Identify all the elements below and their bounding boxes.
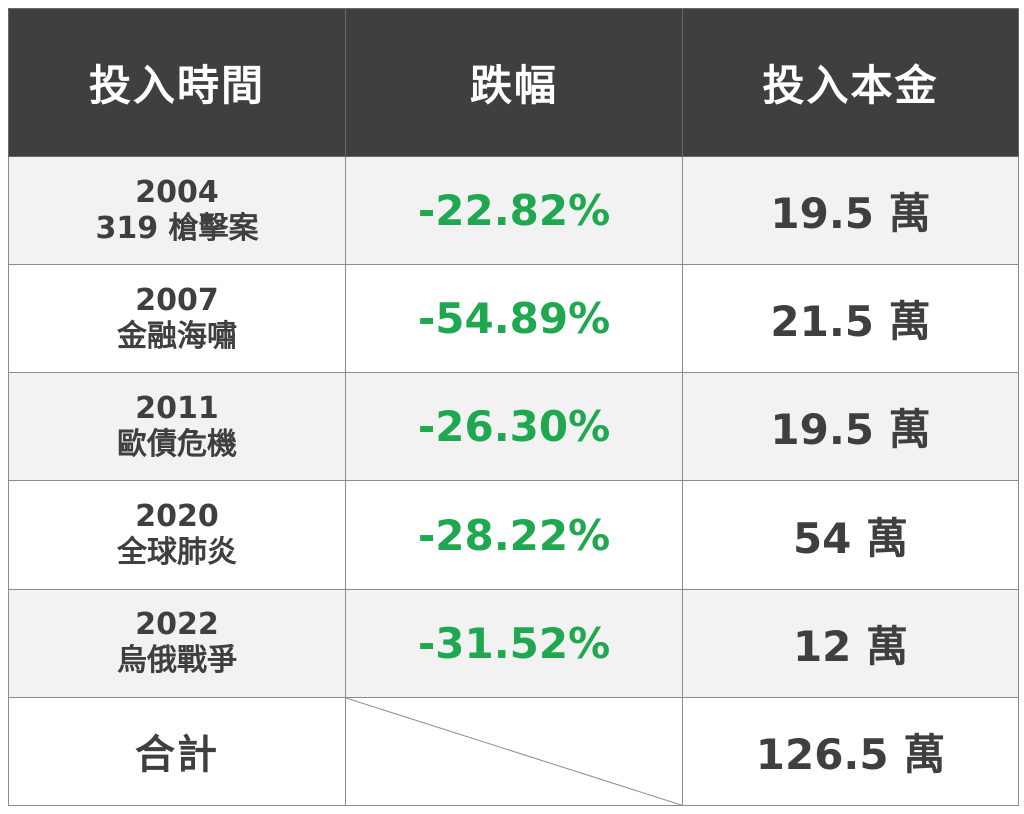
capital-cell: 21.5 萬 [682,264,1019,374]
drop-cell: -28.22% [345,480,683,590]
capital-cell: 19.5 萬 [682,372,1019,482]
header-row: 投入時間 跌幅 投入本金 [8,8,1019,157]
event-cell: 2020 全球肺炎 [8,480,346,590]
header-time: 投入時間 [8,8,346,157]
drop-cell: -54.89% [345,264,683,374]
empty-diagonal-cell [345,696,683,807]
event-name: 歐債危機 [117,426,237,462]
event-name: 烏俄戰爭 [117,643,237,679]
table-row: 2007 金融海嘯 -54.89% 21.5 萬 [8,264,1019,374]
event-name: 全球肺炎 [117,535,237,571]
capital-cell: 12 萬 [682,588,1019,698]
drop-cell: -26.30% [345,372,683,482]
drop-cell: -22.82% [345,155,683,266]
investment-table: 投入時間 跌幅 投入本金 2004 319 槍擊案 -22.82% 19.5 萬… [8,8,1019,807]
header-drop: 跌幅 [345,8,683,157]
event-year: 2022 [135,607,219,643]
event-year: 2020 [135,499,219,535]
capital-cell: 19.5 萬 [682,155,1019,266]
total-row: 合計 126.5 萬 [8,696,1019,807]
event-name: 金融海嘯 [117,318,237,354]
event-cell: 2011 歐債危機 [8,372,346,482]
total-label: 合計 [8,696,346,807]
table-row: 2020 全球肺炎 -28.22% 54 萬 [8,480,1019,590]
event-year: 2007 [135,282,219,318]
header-capital: 投入本金 [682,8,1019,157]
capital-cell: 54 萬 [682,480,1019,590]
table-row: 2004 319 槍擊案 -22.82% 19.5 萬 [8,155,1019,266]
drop-cell: -31.52% [345,588,683,698]
event-cell: 2007 金融海嘯 [8,264,346,374]
diagonal-line [346,698,682,805]
event-year: 2011 [135,390,219,426]
total-capital: 126.5 萬 [682,696,1019,807]
event-year: 2004 [135,174,219,210]
table-row: 2011 歐債危機 -26.30% 19.5 萬 [8,372,1019,482]
table-row: 2022 烏俄戰爭 -31.52% 12 萬 [8,588,1019,698]
event-cell: 2004 319 槍擊案 [8,155,346,266]
event-name: 319 槍擊案 [95,210,259,246]
event-cell: 2022 烏俄戰爭 [8,588,346,698]
